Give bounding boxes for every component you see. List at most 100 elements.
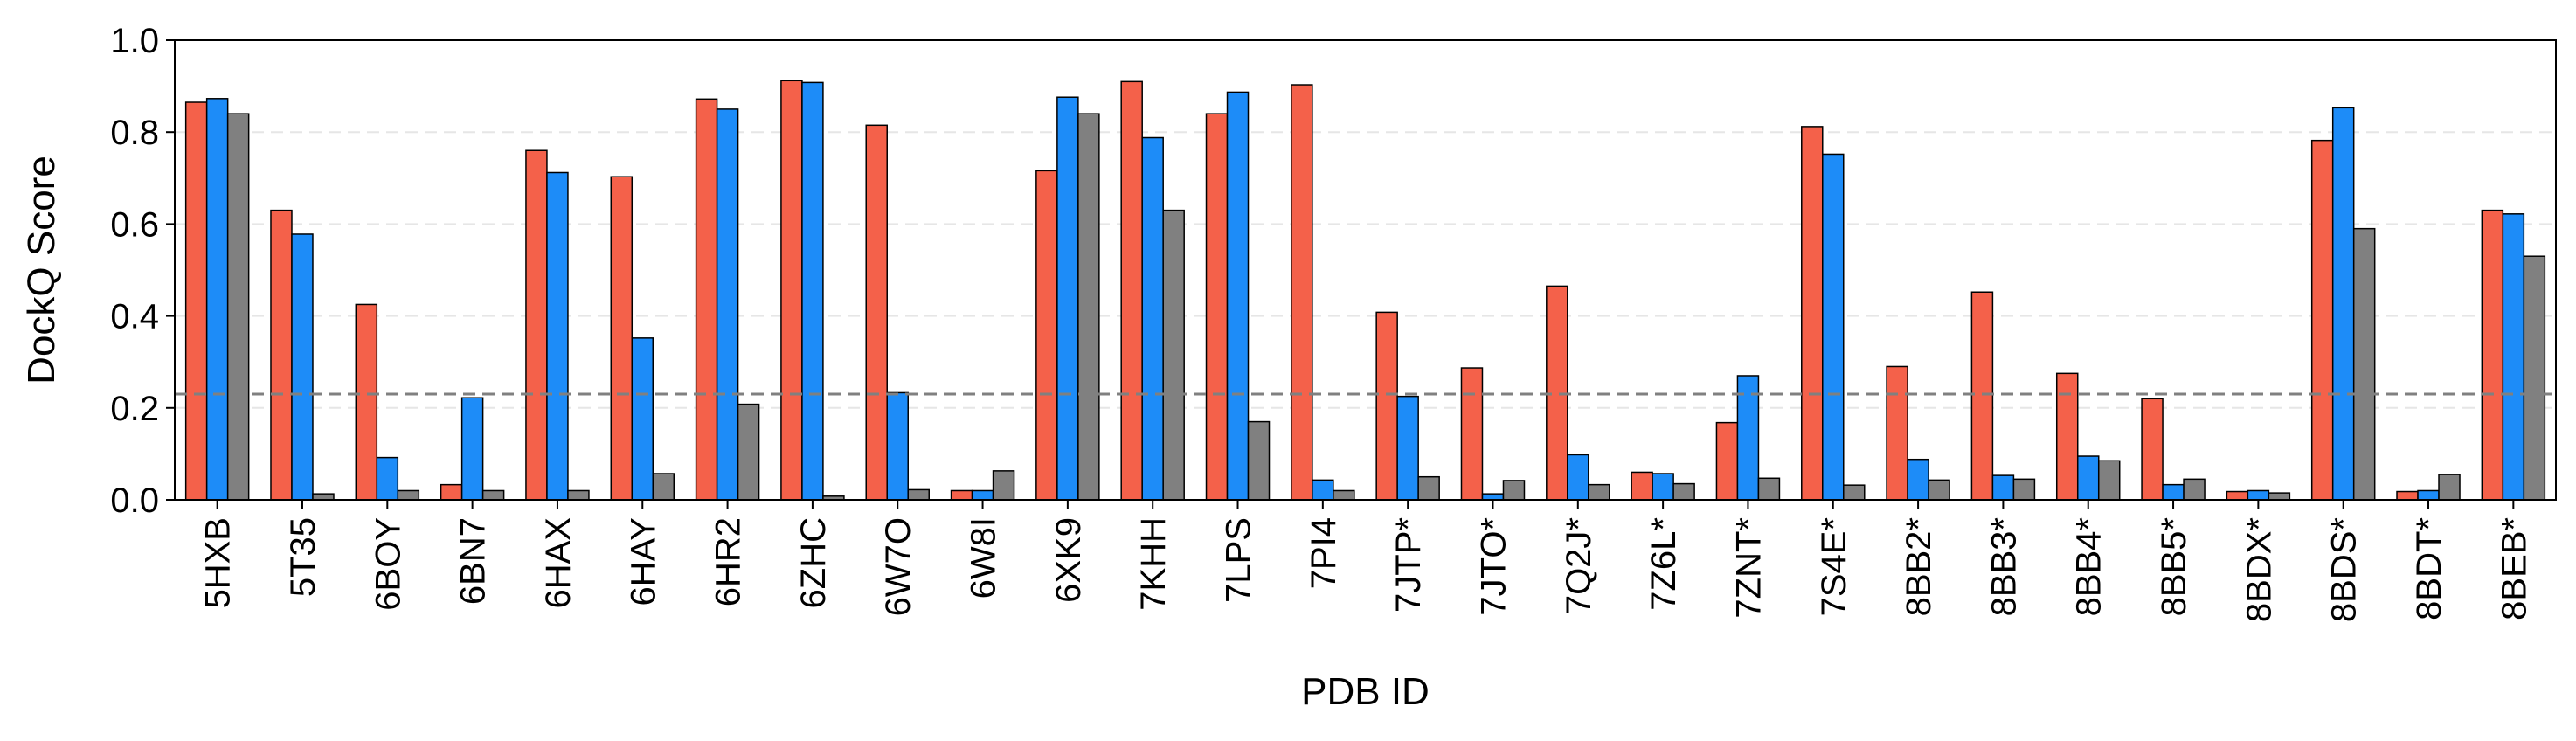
bar-7jtp-star-s3 [1417,475,1440,501]
bar-6hr2-s3 [737,403,760,501]
x-tick-label: 5T35 [284,517,322,597]
bar-7z6l-star-s2 [1652,473,1674,501]
x-tick-label: 8BB3* [1984,517,2023,616]
bar-7jto-star-s1 [1460,367,1484,501]
bar-8beb-star-s3 [2523,255,2546,501]
x-tick-label: 7JTO* [1474,517,1513,616]
bar-6w8i-s2 [971,489,994,501]
bar-7jto-star-s3 [1502,480,1526,501]
x-tick-label: 6BOY [369,517,407,611]
bar-8bb2-star-s1 [1886,365,1908,501]
x-tick-label: 7KHH [1134,517,1173,611]
bar-7lps-s3 [1247,420,1271,501]
bar-8bb4-star-s3 [2097,460,2121,501]
bar-6boy-s2 [376,456,399,501]
x-tick-label: 7S4E* [1815,517,1853,616]
bar-6bn7-s1 [440,483,463,501]
bar-7pi4-s3 [1333,489,1355,501]
bar-8bdx-star-s3 [2268,492,2291,501]
y-axis: 0.0 0.2 0.4 0.6 0.8 1.0 [110,22,175,520]
bar-8bb3-star-s1 [1970,291,1994,501]
x-axis-title: PDB ID [1301,670,1430,713]
bar-8bds-star-s3 [2352,227,2376,501]
bars [184,80,2546,501]
y-tick-label: 0.6 [110,205,159,244]
bar-5hxb-s3 [226,113,250,501]
bar-7jto-star-s2 [1481,493,1505,501]
x-tick-label: 7JTP* [1389,517,1428,613]
x-tick-label: 6W7O [879,517,918,616]
bar-6zhc-s1 [780,80,803,501]
bar-7pi4-s1 [1291,84,1313,501]
bar-7lps-s1 [1205,113,1229,501]
x-tick-label: 6HAX [539,517,578,609]
x-tick-label: 8BB5* [2155,517,2193,616]
bar-7q2j-star-s2 [1567,454,1589,501]
bar-8bdt-star-s2 [2417,489,2440,501]
bar-7znt-star-s1 [1715,421,1739,501]
bar-8bdt-star-s1 [2396,490,2419,501]
bar-6boy-s1 [355,303,378,501]
bar-8bb5-star-s1 [2141,398,2164,501]
bar-8bdx-star-s1 [2226,490,2249,501]
bar-6w7o-s1 [865,124,888,501]
bar-6bn7-s2 [460,397,484,501]
bar-8beb-star-s1 [2481,209,2504,501]
y-tick-label: 1.0 [110,22,159,60]
bar-6hay-s2 [631,337,654,501]
bar-7s4e-star-s1 [1801,126,1824,501]
bar-8bb2-star-s2 [1907,458,1929,501]
bar-8beb-star-s2 [2502,213,2525,501]
bar-7lps-s2 [1226,91,1250,501]
bar-8bds-star-s1 [2310,139,2334,501]
x-tick-label: 7Q2J* [1560,517,1598,614]
bar-8bb5-star-s2 [2162,483,2185,501]
bar-7znt-star-s2 [1736,375,1760,501]
bar-7khh-s1 [1120,80,1143,501]
bar-7z6l-star-s3 [1672,482,1695,501]
bar-8bb5-star-s3 [2183,478,2206,501]
bar-6w7o-s2 [886,391,909,501]
x-tick-label: 6W8I [965,517,1003,599]
bar-6boy-s3 [397,489,420,501]
x-tick-label: 5HXB [199,517,238,609]
bar-6hr2-s1 [695,98,718,501]
y-tick-label: 0.4 [110,298,159,336]
x-tick-label: 8BDX* [2240,517,2278,622]
y-tick-label: 0.2 [110,390,159,428]
x-tick-label: 6HAY [624,517,662,606]
bar-6w7o-s3 [907,488,930,501]
bar-8bb3-star-s3 [2012,478,2036,501]
y-axis-title: DockQ Score [20,156,63,384]
bar-5t35-s2 [291,233,314,501]
x-tick-label: 7ZNT* [1729,517,1768,619]
bar-7z6l-star-s1 [1631,471,1653,501]
bar-7khh-s2 [1141,136,1164,501]
bar-6zhc-s2 [801,81,824,501]
x-tick-label: 8BB2* [1900,517,1938,616]
bar-5t35-s1 [270,209,293,501]
x-axis: 5HXB 5T35 6BOY 6BN7 6HAX 6HAY 6HR2 6ZHC 6W7O 6W8I… [199,500,2533,622]
bar-6xk9-s3 [1077,113,1100,501]
bar-8bds-star-s2 [2331,107,2355,501]
bar-8bdt-star-s3 [2438,474,2461,501]
x-tick-label: 8BEB* [2495,517,2533,620]
x-tick-label: 7LPS [1220,517,1258,603]
bar-8bb4-star-s2 [2076,455,2100,501]
bar-8bb4-star-s1 [2055,372,2079,501]
x-tick-label: 8BDT* [2410,517,2448,620]
bar-6hay-s3 [652,473,675,501]
y-tick-label: 0.0 [110,481,159,520]
bar-6xk9-s2 [1056,96,1079,501]
x-tick-label: 7Z6L* [1645,517,1683,611]
x-tick-label: 6HR2 [710,517,748,606]
bar-6hax-s3 [567,489,590,501]
bar-5hxb-s2 [205,98,229,501]
bar-6hax-s1 [525,149,548,501]
bar-6w8i-s1 [950,489,973,501]
x-tick-label: 8BB4* [2070,517,2109,616]
y-tick-label: 0.8 [110,114,159,152]
bar-7jtp-star-s1 [1375,311,1398,501]
bar-8bb2-star-s3 [1928,479,1950,501]
